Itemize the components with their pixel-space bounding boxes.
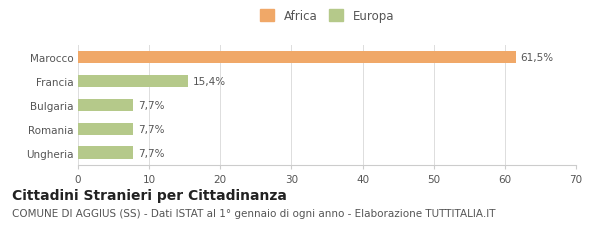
Bar — [78, 52, 515, 64]
Bar — [78, 99, 133, 112]
Text: 61,5%: 61,5% — [521, 53, 554, 63]
Bar — [78, 123, 133, 135]
Text: COMUNE DI AGGIUS (SS) - Dati ISTAT al 1° gennaio di ogni anno - Elaborazione TUT: COMUNE DI AGGIUS (SS) - Dati ISTAT al 1°… — [12, 208, 496, 218]
Text: 15,4%: 15,4% — [193, 76, 226, 87]
Text: 7,7%: 7,7% — [138, 148, 164, 158]
Legend: Africa, Europa: Africa, Europa — [256, 6, 398, 27]
Text: Cittadini Stranieri per Cittadinanza: Cittadini Stranieri per Cittadinanza — [12, 188, 287, 202]
Text: 7,7%: 7,7% — [138, 100, 164, 110]
Text: 7,7%: 7,7% — [138, 124, 164, 134]
Bar — [78, 75, 188, 88]
Bar — [78, 147, 133, 159]
